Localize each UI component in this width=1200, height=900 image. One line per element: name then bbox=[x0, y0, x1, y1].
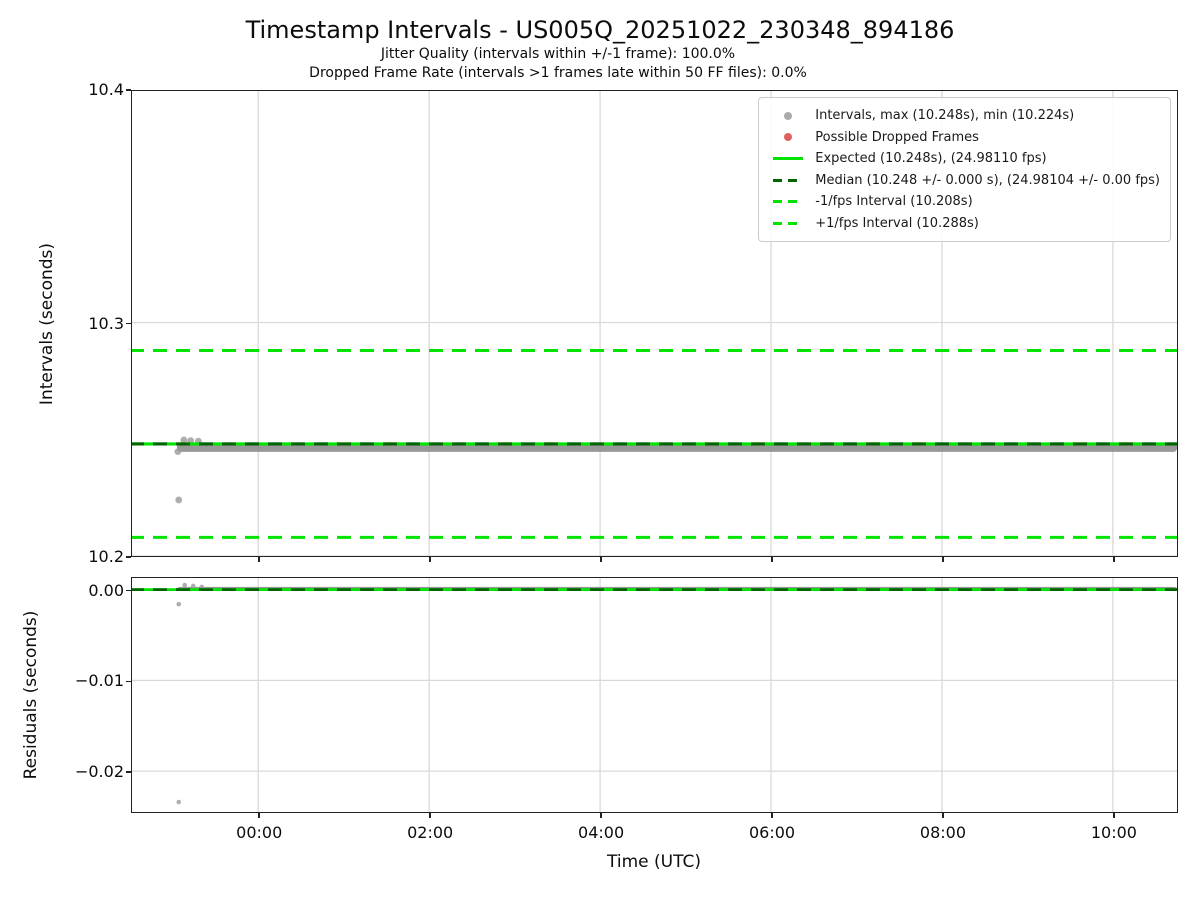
y-tick-mark bbox=[126, 589, 131, 592]
legend-marker-zone bbox=[768, 157, 808, 161]
legend-label: -1/fps Interval (10.208s) bbox=[815, 194, 973, 210]
chart-subtitle-dropped-frame-rate: Dropped Frame Rate (intervals >1 frames … bbox=[309, 65, 807, 81]
residuals-canvas bbox=[132, 578, 1177, 812]
x-tick-mark bbox=[1113, 557, 1115, 562]
chart-subtitle-jitter-quality: Jitter Quality (intervals within +/-1 fr… bbox=[380, 46, 736, 62]
x-tick-mark bbox=[429, 557, 431, 562]
legend-item: Median (10.248 +/- 0.000 s), (24.98104 +… bbox=[768, 170, 1160, 192]
legend-dot-marker-icon bbox=[784, 133, 793, 142]
y-tick-mark bbox=[126, 556, 131, 558]
legend-label: Intervals, max (10.248s), min (10.224s) bbox=[815, 108, 1075, 124]
legend-dot-marker-icon bbox=[784, 111, 793, 120]
legend-solid-line-marker-icon bbox=[773, 157, 804, 161]
legend-label: Median (10.248 +/- 0.000 s), (24.98104 +… bbox=[815, 172, 1160, 188]
scatter-point bbox=[174, 448, 182, 456]
x-tick-mark bbox=[600, 813, 602, 818]
legend-marker-zone bbox=[768, 133, 808, 142]
legend-label: +1/fps Interval (10.288s) bbox=[815, 215, 979, 231]
y-tick-mark bbox=[126, 322, 131, 325]
x-tick-mark bbox=[258, 813, 260, 818]
y-tick-label: 10.4 bbox=[88, 80, 124, 99]
x-tick-mark bbox=[942, 557, 944, 562]
x-tick-mark bbox=[771, 813, 773, 818]
x-tick-mark bbox=[942, 813, 944, 818]
scatter-point bbox=[191, 584, 196, 589]
scatter-point bbox=[182, 583, 188, 588]
legend-item: -1/fps Interval (10.208s) bbox=[768, 191, 1160, 213]
scatter-point bbox=[175, 496, 183, 504]
legend-item: Intervals, max (10.248s), min (10.224s) bbox=[768, 105, 1160, 127]
y-tick-label: −0.02 bbox=[74, 762, 124, 782]
legend: Intervals, max (10.248s), min (10.224s) P… bbox=[758, 97, 1171, 242]
legend-dashed-line-marker-icon bbox=[773, 200, 804, 204]
legend-dashed-line-marker-icon bbox=[773, 221, 804, 225]
legend-item: +1/fps Interval (10.288s) bbox=[768, 213, 1160, 235]
x-tick-label: 00:00 bbox=[236, 823, 283, 842]
x-tick-mark bbox=[771, 557, 773, 562]
scatter-point bbox=[176, 800, 182, 805]
scatter-point bbox=[180, 436, 188, 444]
y-tick-mark bbox=[126, 771, 131, 773]
scatter-point bbox=[176, 602, 182, 607]
x-tick-label: 02:00 bbox=[407, 823, 454, 842]
legend-marker-zone bbox=[768, 111, 808, 120]
x-tick-label: 04:00 bbox=[578, 823, 625, 842]
x-tick-label: 08:00 bbox=[919, 823, 966, 842]
x-tick-label: 06:00 bbox=[748, 823, 796, 842]
legend-label: Expected (10.248s), (24.98110 fps) bbox=[815, 151, 1047, 167]
y-axis-label-residuals: Residuals (seconds) bbox=[21, 610, 41, 780]
x-tick-mark bbox=[600, 557, 602, 562]
legend-marker-zone bbox=[768, 200, 808, 204]
scatter-point bbox=[199, 584, 205, 590]
x-tick-mark bbox=[1113, 813, 1115, 818]
y-tick-label: 0.00 bbox=[88, 580, 124, 600]
y-tick-label: −0.01 bbox=[74, 671, 124, 691]
legend-item: Expected (10.248s), (24.98110 fps) bbox=[768, 148, 1160, 170]
legend-dashed-line-marker-icon bbox=[773, 178, 804, 182]
x-axis-label-time-utc: Time (UTC) bbox=[607, 852, 701, 872]
x-tick-label: 10:00 bbox=[1090, 823, 1137, 842]
legend-label: Possible Dropped Frames bbox=[815, 129, 979, 145]
x-tick-mark bbox=[429, 813, 431, 818]
y-tick-label: 10.3 bbox=[88, 313, 124, 333]
x-tick-mark bbox=[258, 557, 260, 562]
y-tick-mark bbox=[126, 89, 131, 91]
residuals-plot bbox=[131, 577, 1178, 813]
legend-marker-zone bbox=[768, 221, 808, 225]
legend-item: Possible Dropped Frames bbox=[768, 127, 1160, 149]
y-tick-label: 10.2 bbox=[88, 547, 124, 566]
y-tick-mark bbox=[126, 680, 131, 683]
chart-title: Timestamp Intervals - US005Q_20251022_23… bbox=[245, 16, 955, 44]
legend-marker-zone bbox=[768, 178, 808, 182]
intervals-plot: Intervals, max (10.248s), min (10.224s) P… bbox=[131, 90, 1178, 557]
